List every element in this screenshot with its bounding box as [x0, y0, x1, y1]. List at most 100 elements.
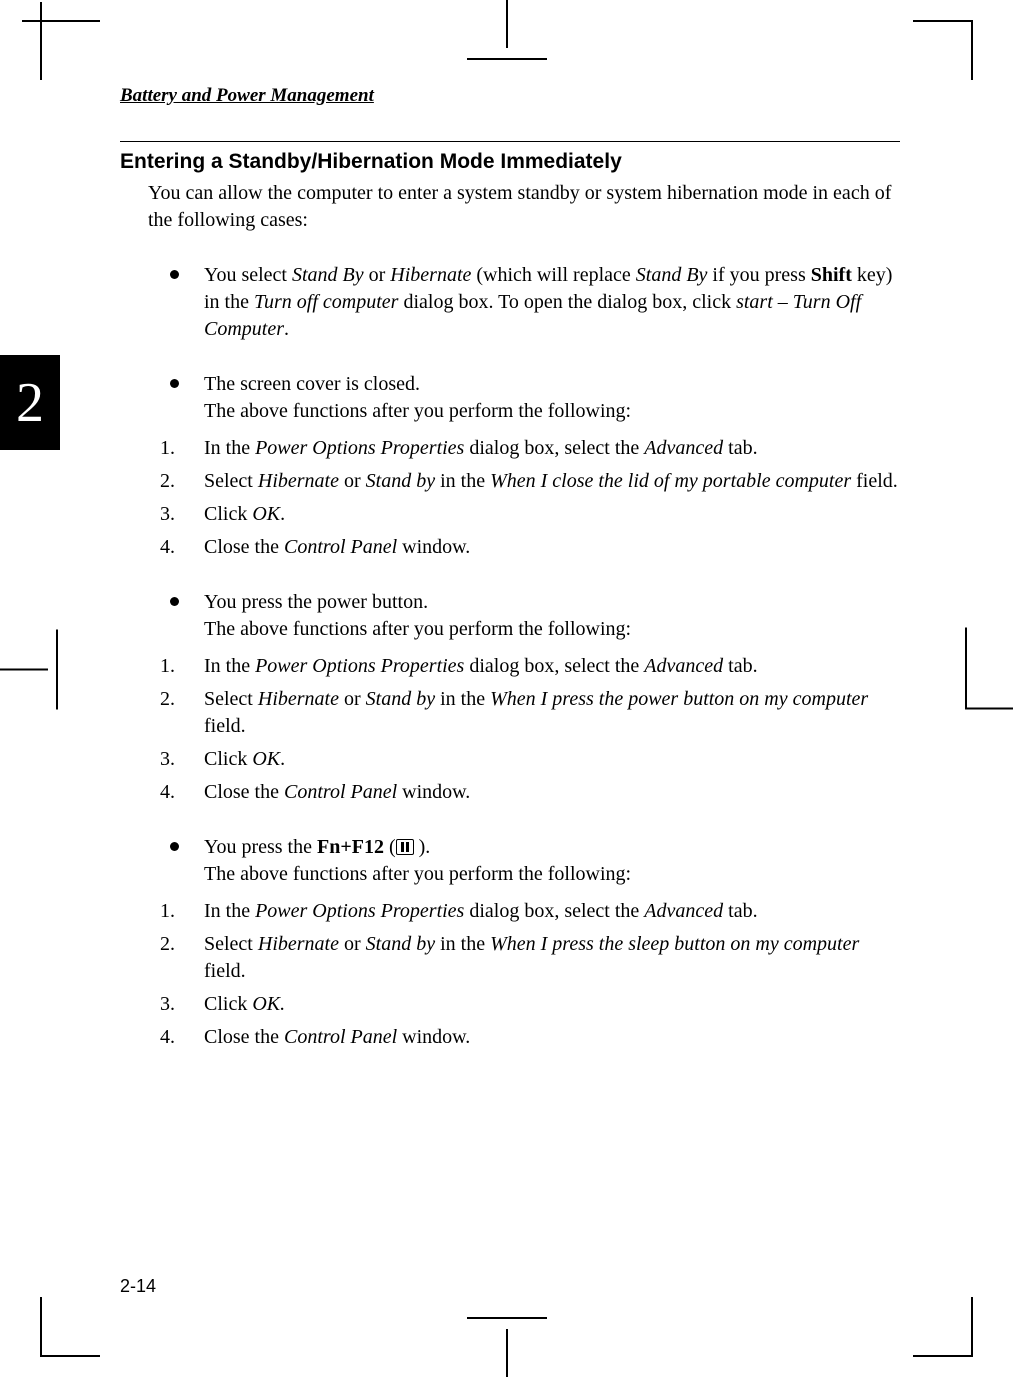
text: In the	[204, 900, 255, 922]
text: The above functions after you perform th…	[204, 618, 631, 640]
text: Power Options Properties	[255, 655, 464, 677]
text: start	[736, 291, 773, 313]
text: field.	[204, 960, 246, 982]
text: Fn+F12	[317, 836, 384, 858]
text: Select	[204, 688, 258, 710]
text: OK	[252, 503, 280, 525]
text: Stand by	[366, 933, 435, 955]
text: or	[339, 688, 366, 710]
crop-mark-mid-left	[0, 668, 58, 709]
text: or	[339, 933, 366, 955]
text: You select	[204, 264, 292, 286]
text: dialog box, select the	[464, 437, 644, 459]
text: Hibernate	[390, 264, 471, 286]
group-screen-cover: The screen cover is closed. The above fu…	[120, 371, 900, 561]
step-b2: Select Hibernate or Stand by in the When…	[160, 686, 900, 740]
step-c1: In the Power Options Properties dialog b…	[160, 898, 900, 925]
bullet-item-screen-cover: The screen cover is closed. The above fu…	[170, 371, 900, 425]
steps-list-c: In the Power Options Properties dialog b…	[160, 898, 900, 1051]
text: (	[384, 836, 396, 858]
text: You press the power button.	[204, 591, 428, 613]
text: Advanced	[644, 437, 723, 459]
chapter-badge: 2	[0, 355, 60, 450]
text: Select	[204, 470, 258, 492]
bullet-list-2: The screen cover is closed. The above fu…	[170, 371, 900, 425]
step-c2: Select Hibernate or Stand by in the When…	[160, 931, 900, 985]
step-a3: Click OK.	[160, 501, 900, 528]
chapter-number: 2	[16, 371, 44, 435]
text: –	[773, 291, 793, 313]
text: The above functions after you perform th…	[204, 400, 631, 422]
text: When I press the power button on my comp…	[490, 688, 868, 710]
text: field.	[851, 470, 898, 492]
text: Advanced	[644, 900, 723, 922]
bullet-item-fn-f12: You press the Fn+F12 ( ). The above func…	[170, 834, 900, 888]
step-b3: Click OK.	[160, 746, 900, 773]
text: Control Panel	[284, 1026, 397, 1048]
text: .	[284, 318, 289, 340]
text: Turn off computer	[254, 291, 398, 313]
step-c4: Close the Control Panel window.	[160, 1024, 900, 1051]
crop-mark-bottom-center	[467, 1317, 547, 1377]
text: window.	[397, 1026, 470, 1048]
text: Power Options Properties	[255, 900, 464, 922]
group-fn-f12: You press the Fn+F12 ( ). The above func…	[120, 834, 900, 1051]
text: .	[280, 503, 285, 525]
steps-list-b: In the Power Options Properties dialog b…	[160, 653, 900, 806]
text: Stand by	[366, 470, 435, 492]
text: dialog box, select the	[464, 900, 644, 922]
text: Hibernate	[258, 470, 339, 492]
steps-list-a: In the Power Options Properties dialog b…	[160, 435, 900, 561]
step-b1: In the Power Options Properties dialog b…	[160, 653, 900, 680]
bullet-item-power-button: You press the power button. The above fu…	[170, 589, 900, 643]
intro-text: You can allow the computer to enter a sy…	[148, 180, 900, 234]
text: You press the	[204, 836, 317, 858]
text: window.	[397, 781, 470, 803]
page-content: Battery and Power Management Entering a …	[120, 85, 900, 1079]
text: Shift	[811, 264, 852, 286]
text: Stand by	[366, 688, 435, 710]
running-head: Battery and Power Management	[120, 85, 900, 107]
text: Click	[204, 503, 252, 525]
text: if you press	[707, 264, 810, 286]
step-a4: Close the Control Panel window.	[160, 534, 900, 561]
text: or	[339, 470, 366, 492]
text: Stand By	[292, 264, 364, 286]
bullet-list-4: You press the Fn+F12 ( ). The above func…	[170, 834, 900, 888]
text: Close the	[204, 536, 284, 558]
text: When I close the lid of my portable comp…	[490, 470, 851, 492]
text: OK	[252, 748, 280, 770]
crop-mark-top-left	[40, 20, 100, 80]
intro-paragraph: You can allow the computer to enter a sy…	[148, 180, 900, 234]
text: Click	[204, 993, 252, 1015]
bullet-item-select-standby: You select Stand By or Hibernate (which …	[170, 262, 900, 343]
crop-mark-bottom-right	[913, 1297, 973, 1357]
text: Advanced	[644, 655, 723, 677]
text: Click	[204, 748, 252, 770]
text: (which will replace	[471, 264, 635, 286]
text: in the	[435, 688, 490, 710]
text: The above functions after you perform th…	[204, 863, 631, 885]
crop-mark-mid-right	[965, 668, 1013, 709]
text: in the	[435, 933, 490, 955]
text: .	[280, 748, 285, 770]
text: The screen cover is closed.	[204, 373, 420, 395]
text: Power Options Properties	[255, 437, 464, 459]
text: In the	[204, 437, 255, 459]
sleep-key-icon	[396, 839, 414, 855]
text: Hibernate	[258, 688, 339, 710]
text: Close the	[204, 781, 284, 803]
bullet-list-1: You select Stand By or Hibernate (which …	[170, 262, 900, 343]
text: window.	[397, 536, 470, 558]
step-c3: Click OK.	[160, 991, 900, 1018]
text: tab.	[723, 437, 757, 459]
text: In the	[204, 655, 255, 677]
section-rule	[120, 141, 900, 142]
text: OK.	[252, 993, 285, 1015]
text: dialog box. To open the dialog box, clic…	[398, 291, 736, 313]
step-a1: In the Power Options Properties dialog b…	[160, 435, 900, 462]
text: Control Panel	[284, 536, 397, 558]
crop-mark-top-center	[467, 0, 547, 60]
step-a2: Select Hibernate or Stand by in the When…	[160, 468, 900, 495]
text: When I press the sleep button on my comp…	[490, 933, 859, 955]
